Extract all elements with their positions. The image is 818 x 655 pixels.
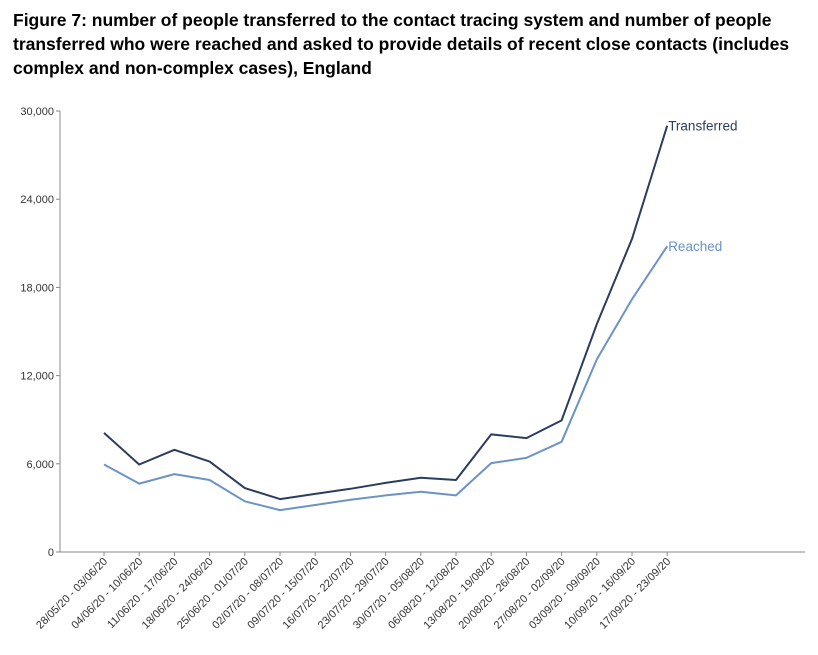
series-lines <box>103 125 669 512</box>
series-line-transferred <box>103 125 669 501</box>
series-labels: Transferred Reached <box>668 119 737 255</box>
y-tick-label: 30,000 <box>20 106 54 118</box>
series-line-reached <box>103 245 669 512</box>
y-tick-label: 0 <box>48 547 54 559</box>
y-tick-label: 24,000 <box>20 194 54 206</box>
y-tick-label: 18,000 <box>20 282 54 294</box>
series-label-reached: Reached <box>668 239 722 254</box>
y-tick-label: 12,000 <box>20 371 54 383</box>
y-axis-ticks: 0 6,000 12,000 18,000 24,000 30,000 <box>20 106 60 559</box>
chart-title: Figure 7: number of people transferred t… <box>13 10 790 78</box>
x-tick-label: 17/09/20 - 23/09/20 <box>597 556 673 632</box>
series-label-transferred: Transferred <box>668 119 737 134</box>
axes <box>59 111 805 553</box>
y-tick-label: 6,000 <box>26 459 54 471</box>
